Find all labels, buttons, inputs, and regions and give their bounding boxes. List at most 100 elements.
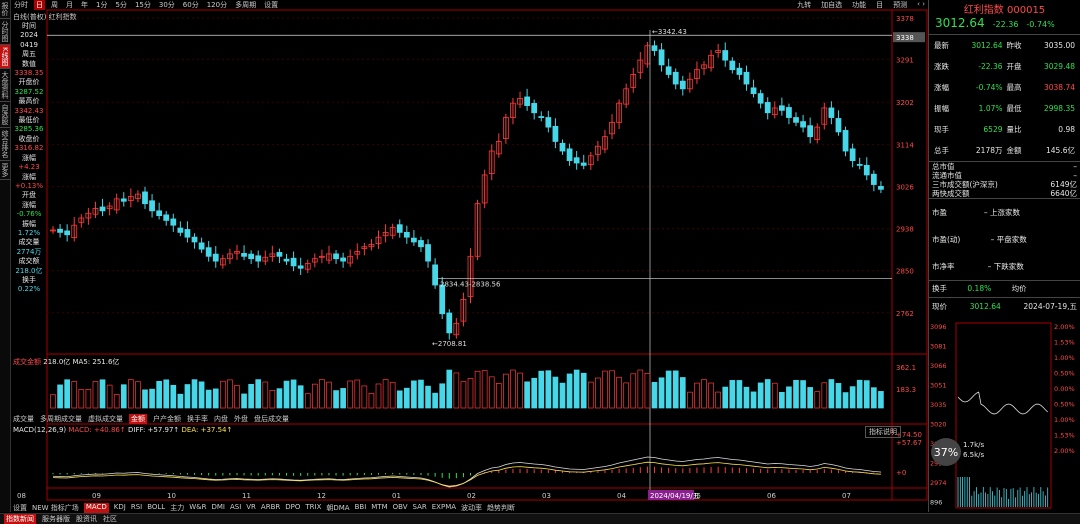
sidebar-item[interactable]: 报价 [0, 0, 10, 19]
tab-BBI[interactable]: BBI [354, 503, 367, 511]
tab-BOLL[interactable]: BOLL [147, 503, 166, 511]
tab-主力[interactable]: 主力 [170, 504, 185, 512]
period-周[interactable]: 周 [51, 1, 58, 9]
sidebar-item[interactable]: 自选股 [0, 102, 10, 128]
sidebar-item[interactable]: 分时图 [0, 19, 10, 45]
tab-虚拟成交量[interactable]: 虚拟成交量 [88, 415, 123, 423]
quote-rows: 最新 3012.64 昨收 3035.00 涨跌 -22.36 开盘 3029.48 涨幅 -0.… [929, 35, 1080, 161]
quote-label: 现手 [934, 125, 949, 134]
main-chart-area[interactable]: 3378 3291 3202 3114 3026 2938 2850 2762 3338 ←334… [12, 0, 928, 512]
toolbar-action[interactable]: 九转 [797, 1, 812, 9]
period-日[interactable]: 日 [34, 0, 45, 10]
tab-趋势判断[interactable]: 趋势判断 [487, 504, 516, 512]
price-change: -22.36 [992, 20, 1019, 29]
tab-SAR[interactable]: SAR [412, 503, 427, 511]
period-30分[interactable]: 30分 [158, 1, 175, 9]
candle-body [665, 66, 672, 75]
intraday-mini-chart[interactable]: 309630813066305130353020300529902974896X… [928, 315, 1080, 512]
x-tick-label: 03 [542, 492, 551, 500]
candle-body [863, 164, 870, 176]
candle-body [276, 252, 283, 257]
tab-朝DMA[interactable]: 朝DMA [326, 504, 350, 512]
volume-bar [665, 370, 672, 409]
macd-dea: DEA: +37.54↑ [181, 426, 233, 434]
tab-盘后成交量[interactable]: 盘后成交量 [254, 415, 289, 423]
period-15分[interactable]: 15分 [134, 1, 151, 9]
macd-title: MACD(12,26,9) MACD: +40.86↑ DIFF: +57.97… [13, 426, 232, 434]
volume-bar [184, 384, 191, 409]
mini-pct: 0.50% [1054, 370, 1075, 378]
period-设置[interactable]: 设置 [264, 1, 279, 9]
sidebar-item[interactable]: 综合排名 [0, 128, 10, 161]
tab-KDJ[interactable]: KDJ [113, 503, 126, 511]
volume-bar [163, 379, 170, 409]
period-1分[interactable]: 1分 [96, 1, 108, 9]
toolbar-action[interactable]: 目 [876, 1, 884, 9]
tab-W&R[interactable]: W&R [189, 503, 207, 511]
tab-OBV[interactable]: OBV [392, 503, 408, 511]
tab-MTM[interactable]: MTM [371, 503, 388, 511]
tab-社区[interactable]: 社区 [103, 515, 117, 523]
tab-外盘[interactable]: 外盘 [234, 415, 248, 423]
volume-bar [64, 379, 70, 409]
toolbar-action[interactable]: 功能 [852, 1, 867, 9]
tab-ARBR[interactable]: ARBR [260, 503, 281, 511]
tab-户产金额[interactable]: 户产金额 [153, 415, 181, 423]
info-line: 时间 [22, 22, 36, 30]
candle-body [750, 87, 757, 95]
volume-bar [517, 372, 523, 409]
info-line: 3342.43 [14, 106, 44, 115]
volume-bar [382, 379, 389, 409]
tab-内盘[interactable]: 内盘 [214, 415, 228, 423]
tab-波动率[interactable]: 波动率 [461, 504, 483, 512]
candle-body [368, 243, 375, 248]
volume-bar [863, 380, 870, 409]
candle-body [326, 253, 332, 261]
tab-设置[interactable]: 设置 [13, 504, 27, 512]
period-多周期[interactable]: 多周期 [235, 1, 257, 9]
volume-bar [878, 391, 884, 409]
volume-bar [255, 379, 262, 409]
volume-bar [78, 389, 85, 409]
indicator-help-button[interactable]: 指标说明 [865, 426, 901, 438]
tab-服务器版[interactable]: 服务器版 [42, 515, 70, 523]
tab-VR[interactable]: VR [246, 503, 256, 511]
speed-down: 6.5k/s [963, 451, 985, 459]
volume-bar [368, 393, 375, 409]
tab-股资讯[interactable]: 股资讯 [76, 515, 97, 523]
tab-TRIX[interactable]: TRIX [305, 503, 322, 511]
tab-DPO[interactable]: DPO [285, 503, 301, 511]
tab-MACD[interactable]: MACD [83, 503, 109, 513]
period-5分[interactable]: 5分 [115, 1, 127, 9]
quote-label: 最高 [1006, 83, 1022, 92]
toolbar-action[interactable]: 加自选 [821, 1, 843, 9]
tab-换手率[interactable]: 换手率 [187, 415, 208, 423]
toolbar-action[interactable]: 预测 [893, 1, 908, 9]
candle-body [814, 126, 821, 140]
tab-成交量[interactable]: 成交量 [13, 415, 34, 423]
sidebar-item[interactable]: 更多 [0, 161, 10, 180]
market-value: 6640亿 [1050, 189, 1077, 198]
volume-bar [453, 372, 460, 409]
tab-金额[interactable]: 金额 [129, 414, 147, 424]
quote-value: 1.07% [978, 104, 1003, 113]
tab-EXPMA[interactable]: EXPMA [431, 503, 457, 511]
sidebar-item[interactable]: K线图 [0, 45, 10, 69]
tab-多周期成交量[interactable]: 多周期成交量 [40, 415, 82, 423]
period-月[interactable]: 月 [66, 1, 73, 9]
tab-DMI[interactable]: DMI [211, 503, 225, 511]
tab-ASI[interactable]: ASI [229, 503, 242, 511]
toolbar-action[interactable]: ‹ › [917, 0, 925, 8]
mini-ytick: 3066 [930, 362, 947, 370]
tab-RSI[interactable]: RSI [130, 503, 143, 511]
period-120分[interactable]: 120分 [206, 1, 228, 9]
period-分时[interactable]: 分时 [14, 1, 28, 9]
tab-NEW 指标广场[interactable]: NEW 指标广场 [32, 504, 79, 512]
x-tick-label: 01 [392, 492, 401, 500]
sidebar-item[interactable]: 大盘资料 [0, 69, 10, 102]
period-年[interactable]: 年 [81, 1, 88, 9]
now-label: 现价 [932, 302, 947, 311]
period-60分[interactable]: 60分 [182, 1, 199, 9]
tab-指数新闻[interactable]: 指数新闻 [4, 514, 36, 524]
volume-ytick: 183.3 [896, 386, 916, 394]
